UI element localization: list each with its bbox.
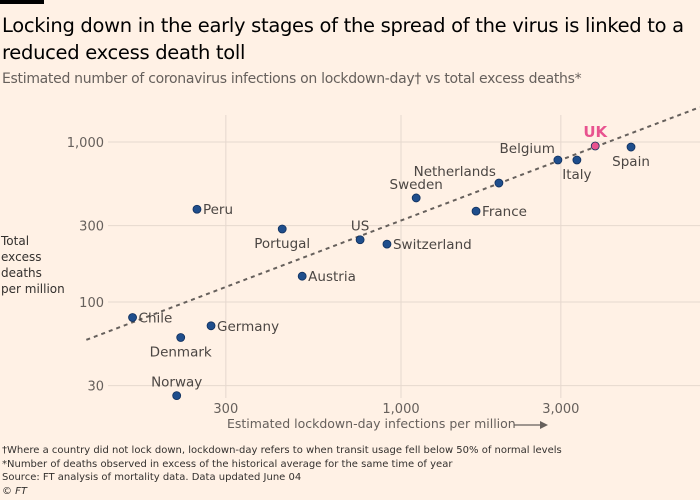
label-germany: Germany [217, 319, 279, 335]
y-tick-label: 100 [79, 296, 104, 311]
y-axis-label-line: per million [1, 282, 65, 296]
gridlines [108, 115, 700, 398]
label-sweden: Sweden [390, 177, 443, 193]
label-chile: Chile [139, 311, 173, 327]
point-portugal [277, 224, 287, 234]
point-germany [206, 321, 216, 331]
label-switzerland: Switzerland [393, 237, 472, 253]
x-tick-label: 300 [213, 402, 238, 417]
copyright: © FT [2, 485, 28, 497]
y-axis-ticks: 30 100 300 1,000 [67, 136, 104, 395]
point-norway [172, 391, 182, 401]
point-labels: Chile Denmark Norway Germany Peru Portugal Aus… [139, 123, 650, 391]
footnotes: †Where a country did not lock down, lock… [2, 444, 562, 498]
label-uk: UK [583, 123, 608, 141]
label-netherlands: Netherlands [414, 164, 496, 180]
label-spain: Spain [612, 154, 650, 170]
point-france [471, 206, 481, 216]
x-tick-label: 3,000 [542, 402, 579, 417]
point-sweden [411, 193, 421, 203]
label-denmark: Denmark [150, 344, 212, 360]
x-axis-ticks: 300 1,000 3,000 [213, 402, 579, 417]
label-austria: Austria [308, 269, 356, 285]
x-axis-arrow-icon [514, 421, 548, 429]
label-portugal: Portugal [254, 236, 310, 252]
point-belgium [553, 155, 563, 165]
point-italy [572, 155, 582, 165]
point-us [355, 235, 365, 245]
data-points [128, 141, 636, 401]
footnote-excess-deaths: *Number of deaths observed in excess of … [2, 458, 453, 470]
y-axis-label-line: deaths [1, 266, 42, 280]
x-tick-label: 1,000 [382, 402, 419, 417]
chart-title: Locking down in the early stages of the … [2, 14, 684, 64]
y-tick-label: 300 [79, 220, 104, 235]
y-axis-label-text: Total excess deaths per million [1, 233, 65, 297]
x-axis-label: Estimated lockdown-day infections per mi… [227, 416, 516, 431]
y-axis-label: Total excess deaths per million [1, 233, 65, 297]
point-netherlands [494, 178, 504, 188]
label-us: US [351, 219, 369, 235]
brand-bar [0, 0, 44, 4]
point-peru [192, 204, 202, 214]
y-axis-label-line: excess [1, 250, 42, 264]
label-italy: Italy [562, 167, 591, 183]
point-austria [297, 271, 307, 281]
point-denmark [176, 333, 186, 342]
label-belgium: Belgium [500, 141, 555, 157]
y-tick-label: 30 [87, 380, 104, 395]
label-norway: Norway [151, 375, 202, 391]
label-peru: Peru [203, 202, 233, 218]
point-chile [128, 313, 137, 322]
label-france: France [482, 204, 527, 220]
point-spain [626, 142, 636, 152]
point-switzerland [382, 239, 392, 249]
y-tick-label: 1,000 [67, 136, 104, 151]
chart-subtitle: Estimated number of coronavirus infectio… [2, 71, 582, 87]
y-axis-label-line: Total [1, 234, 30, 248]
source-note: Source: FT analysis of mortality data. D… [2, 472, 302, 483]
footnote-lockdown: †Where a country did not lock down, lock… [2, 445, 562, 456]
point-uk [590, 141, 600, 151]
